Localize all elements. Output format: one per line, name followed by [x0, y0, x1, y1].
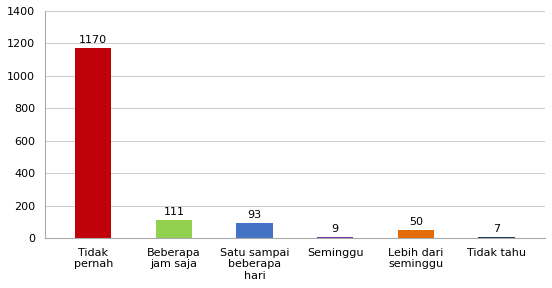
Text: 111: 111	[163, 207, 184, 217]
Text: 9: 9	[332, 224, 339, 234]
Text: 1170: 1170	[79, 35, 107, 45]
Bar	[236, 223, 273, 238]
Bar	[317, 237, 353, 238]
Text: 93: 93	[247, 210, 262, 220]
Text: 7: 7	[493, 224, 500, 234]
Bar	[398, 230, 434, 238]
Text: 50: 50	[409, 217, 423, 227]
Bar	[75, 48, 112, 238]
Bar	[479, 237, 515, 238]
Bar	[156, 220, 192, 238]
